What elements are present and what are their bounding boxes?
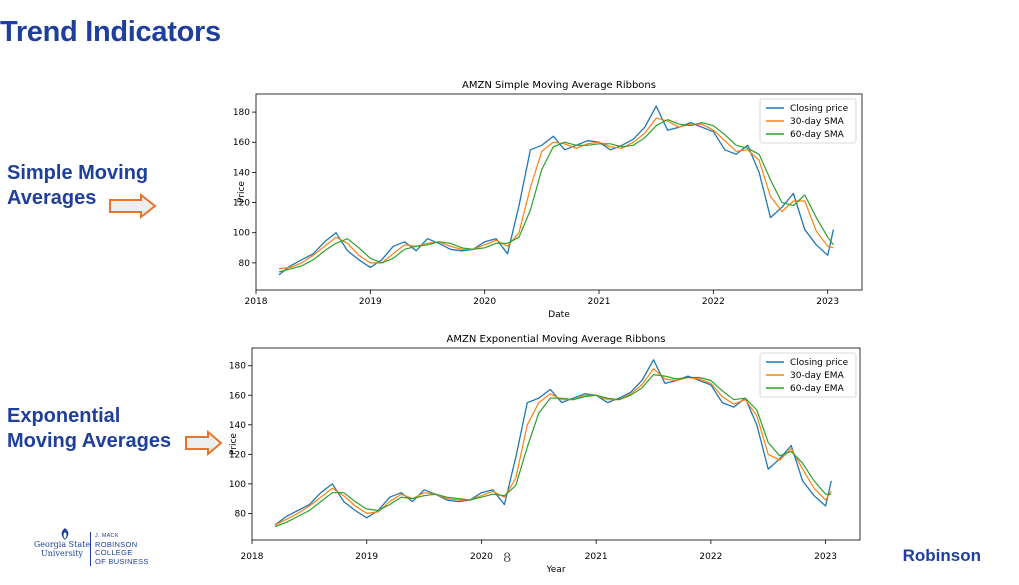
sma-x-axis-label: Date bbox=[548, 310, 570, 320]
sma-series-60-day-sma bbox=[278, 118, 834, 273]
sma-legend-box bbox=[759, 98, 857, 144]
sma-y-axis-label: Price bbox=[237, 181, 247, 203]
ema-x-tick-label: 2018 bbox=[241, 552, 264, 562]
sma-chart-title: AMZN Simple Moving Average Ribbons bbox=[462, 80, 656, 91]
page-number: 8 bbox=[503, 551, 512, 566]
ema-x-tick-label: 2022 bbox=[699, 552, 722, 562]
sma-x-tick-label: 2019 bbox=[359, 297, 382, 307]
sma-series-closing-price bbox=[278, 105, 835, 276]
sma-y-tick-label: 180 bbox=[233, 108, 250, 118]
college-wordmark: J. MACK ROBINSON COLLEGE OF BUSINESS bbox=[90, 532, 149, 566]
ema-y-tick-label: 100 bbox=[229, 480, 246, 490]
ema-legend-box bbox=[759, 352, 857, 398]
ema-y-tick-label: 140 bbox=[229, 421, 246, 431]
college-line-2: ROBINSON bbox=[95, 539, 138, 549]
ema-label-line-1: Exponential bbox=[7, 405, 121, 427]
sma-y-tick-label: 120 bbox=[233, 199, 250, 209]
sma-x-tick-label: 2023 bbox=[816, 297, 839, 307]
sma-plot-frame bbox=[255, 93, 863, 291]
sma-x-tick-label: 2020 bbox=[473, 297, 496, 307]
college-line-3: COLLEGE bbox=[95, 548, 133, 557]
sma-label-line-1: Simple Moving bbox=[7, 162, 149, 184]
gsu-wordmark: Georgia State University bbox=[32, 540, 92, 558]
ema-y-tick-label: 160 bbox=[229, 391, 246, 401]
sma-y-tick-label: 100 bbox=[233, 229, 250, 239]
sma-label: Simple Moving Averages bbox=[7, 161, 148, 211]
sma-legend-label: Closing price bbox=[790, 104, 849, 114]
ema-series-60-day-ema bbox=[274, 374, 832, 528]
ema-x-tick-label: 2021 bbox=[585, 552, 608, 562]
college-line-1: J. MACK bbox=[95, 533, 119, 539]
robinson-logo: Robinson bbox=[902, 546, 981, 565]
ema-chart-title: AMZN Exponential Moving Average Ribbons bbox=[447, 334, 666, 345]
sma-series-30-day-sma bbox=[278, 117, 834, 270]
ema-legend-label: 60-day EMA bbox=[790, 384, 845, 394]
gsu-logo: Georgia State University J. MACK ROBINSO… bbox=[32, 527, 152, 567]
sma-x-tick-label: 2022 bbox=[702, 297, 725, 307]
ema-x-axis-label: Year bbox=[545, 565, 565, 575]
gsu-line-1: Georgia State bbox=[33, 540, 91, 549]
ema-y-tick-label: 80 bbox=[235, 509, 247, 519]
ema-label-line-2: Moving Averages bbox=[7, 430, 172, 452]
ema-arrow-icon bbox=[185, 430, 223, 456]
sma-label-line-2: Averages bbox=[7, 187, 97, 209]
sma-x-tick-label: 2018 bbox=[245, 297, 268, 307]
gsu-line-2: University bbox=[41, 549, 83, 558]
flame-icon bbox=[61, 528, 69, 540]
ema-legend-label: Closing price bbox=[790, 358, 849, 368]
sma-y-tick-label: 140 bbox=[233, 168, 250, 178]
ema-legend-label: 30-day EMA bbox=[790, 371, 845, 381]
ema-x-tick-label: 2023 bbox=[814, 552, 837, 562]
ema-x-tick-label: 2020 bbox=[470, 552, 493, 562]
ema-label: Exponential Moving Averages bbox=[7, 404, 171, 454]
sma-arrow-icon bbox=[109, 193, 157, 219]
ema-x-tick-label: 2019 bbox=[355, 552, 378, 562]
ema-series-closing-price bbox=[274, 359, 832, 526]
sma-x-tick-label: 2021 bbox=[588, 297, 611, 307]
sma-y-tick-label: 160 bbox=[233, 138, 250, 148]
ema-y-axis-label: Price bbox=[229, 433, 239, 455]
sma-y-tick-label: 80 bbox=[239, 259, 251, 269]
sma-legend-label: 30-day SMA bbox=[790, 117, 845, 127]
ema-y-tick-label: 120 bbox=[229, 450, 246, 460]
ema-series-30-day-ema bbox=[274, 368, 832, 526]
ema-y-tick-label: 180 bbox=[229, 362, 246, 372]
sma-legend-label: 60-day SMA bbox=[790, 130, 845, 140]
slide-title: Trend Indicators bbox=[0, 16, 221, 48]
ema-plot-frame bbox=[251, 347, 861, 541]
college-line-4: OF BUSINESS bbox=[95, 556, 149, 566]
